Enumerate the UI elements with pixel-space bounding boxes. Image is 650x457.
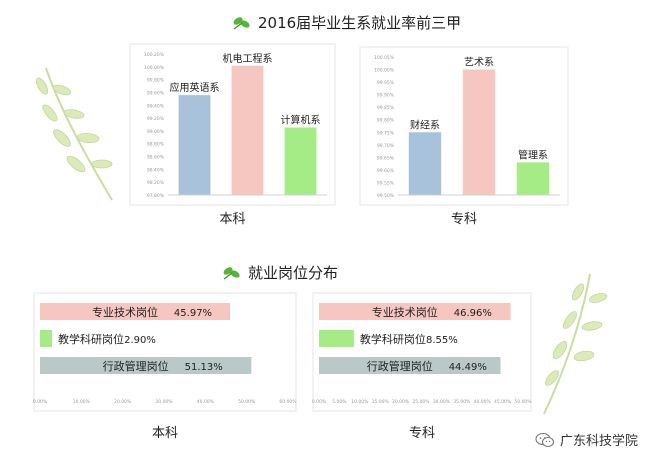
bar-value-label: 46.96%: [454, 308, 492, 319]
bar-value-label: 8.55%: [426, 335, 458, 346]
bar-value-label: 44.49%: [449, 362, 487, 373]
watermark-text: 广东科技学院: [559, 434, 638, 449]
y-tick-label: 99.80%: [377, 118, 395, 124]
x-tick-label: 60.00%: [279, 399, 297, 405]
x-tick-label: 10.00%: [73, 399, 91, 405]
y-tick-label: 99.65%: [377, 155, 395, 161]
x-tick-label: 30.00%: [155, 399, 173, 405]
bar-category-label: 教学科研岗位: [360, 332, 426, 346]
bar-value-label: 2.90%: [124, 335, 156, 346]
chart-frame: [33, 292, 297, 412]
y-tick-label: 99.20%: [147, 116, 165, 122]
x-axis-label: 专科: [451, 212, 477, 227]
y-tick-label: 99.85%: [377, 105, 395, 111]
bar: [284, 127, 317, 195]
leafy-branch-illustration: [35, 67, 113, 201]
bar-category-label: 艺术系: [464, 57, 494, 69]
x-tick-label: 50.00%: [514, 399, 532, 405]
bar-category-label: 行政管理岗位: [103, 359, 169, 373]
wechat-icon: [535, 432, 555, 447]
y-tick-label: 99.40%: [147, 103, 165, 109]
leaf-icon: [223, 266, 240, 279]
bar: [516, 162, 550, 195]
x-tick-label: 40.00%: [197, 399, 215, 405]
bar-category-label: 专业技术岗位: [372, 305, 438, 319]
y-tick-label: 99.60%: [377, 168, 395, 174]
chart-frame: [312, 292, 532, 412]
y-tick-label: 99.55%: [377, 180, 395, 186]
leaf-icon: [233, 16, 250, 29]
x-tick-label: 20.00%: [114, 399, 132, 405]
x-tick-label: 10.00%: [351, 399, 369, 405]
top-chart-title: 2016届毕业生系就业率前三甲: [258, 14, 462, 32]
bar-category-label: 教学科研岗位: [58, 332, 124, 346]
chart-frame: [359, 46, 569, 206]
y-tick-label: 99.95%: [377, 80, 395, 86]
x-tick-label: 45.00%: [494, 399, 512, 405]
bar: [408, 132, 442, 195]
x-tick-label: 35.00%: [453, 399, 471, 405]
bar: [40, 357, 252, 374]
bar-category-label: 行政管理岗位: [367, 359, 433, 373]
bar: [319, 357, 501, 374]
x-tick-label: 5.00%: [332, 399, 347, 405]
bar: [462, 69, 496, 195]
top-chart-title-row: 2016届毕业生系就业率前三甲: [232, 12, 461, 33]
y-tick-label: 100.00%: [144, 65, 165, 71]
x-tick-label: 30.00%: [433, 399, 451, 405]
y-tick-label: 98.20%: [147, 180, 165, 186]
bar-value-label: 45.97%: [174, 308, 212, 319]
bar: [319, 330, 354, 347]
bar-value-label: 51.13%: [185, 362, 223, 373]
bar-category-label: 应用英语系: [170, 81, 220, 94]
x-tick-label: 25.00%: [412, 399, 430, 405]
y-tick-label: 99.70%: [377, 143, 395, 149]
y-tick-label: 100.20%: [144, 52, 165, 58]
bar: [40, 330, 52, 347]
y-tick-label: 98.60%: [147, 155, 165, 161]
y-tick-label: 99.00%: [147, 129, 165, 135]
bottom-chart-title-row: 就业岗位分布: [222, 262, 338, 283]
x-tick-label: 0.00%: [312, 399, 327, 405]
y-tick-label: 100.05%: [374, 55, 395, 61]
x-tick-label: 0.00%: [33, 399, 48, 405]
chart-frame: [129, 43, 336, 206]
y-tick-label: 100.00%: [374, 68, 395, 74]
y-tick-label: 99.80%: [147, 78, 165, 84]
x-axis-label: 本科: [152, 426, 178, 441]
y-tick-label: 98.40%: [147, 167, 165, 173]
y-tick-label: 99.90%: [377, 93, 395, 99]
y-tick-label: 98.80%: [147, 142, 165, 148]
y-tick-label: 99.75%: [377, 130, 395, 136]
x-tick-label: 40.00%: [474, 399, 492, 405]
bar: [319, 303, 511, 320]
x-tick-label: 20.00%: [392, 399, 410, 405]
x-axis-label: 本科: [219, 212, 245, 227]
y-tick-label: 99.50%: [377, 193, 395, 199]
bar-category-label: 管理系: [518, 148, 548, 161]
x-tick-label: 50.00%: [238, 399, 256, 405]
y-tick-label: 97.80%: [147, 193, 165, 199]
bar-category-label: 机电工程系: [223, 52, 273, 65]
bottom-chart-title: 就业岗位分布: [248, 264, 339, 282]
bar: [40, 303, 231, 320]
bar-category-label: 专业技术岗位: [92, 305, 158, 319]
bar-category-label: 财经系: [410, 118, 440, 131]
bar-category-label: 计算机系: [281, 113, 321, 126]
x-tick-label: 15.00%: [372, 399, 390, 405]
wechat-watermark: 广东科技学院: [535, 430, 638, 449]
x-axis-label: 专科: [409, 426, 435, 441]
bar: [178, 95, 211, 195]
leafy-branch-illustration: [543, 273, 608, 415]
bar: [231, 65, 264, 195]
y-tick-label: 99.60%: [147, 90, 165, 96]
